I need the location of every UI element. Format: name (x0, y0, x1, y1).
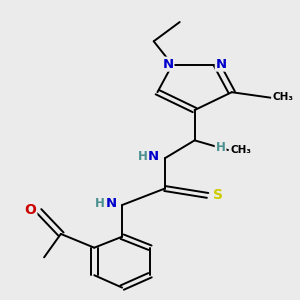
Text: N: N (162, 58, 173, 70)
Text: N: N (148, 150, 159, 164)
Text: O: O (24, 203, 36, 217)
Text: CH₃: CH₃ (231, 145, 252, 155)
Text: S: S (213, 188, 223, 202)
Text: N: N (216, 58, 227, 70)
Text: N: N (106, 197, 117, 210)
Text: H: H (138, 150, 148, 164)
Text: H: H (95, 197, 105, 210)
Text: CH₃: CH₃ (272, 92, 293, 102)
Text: H: H (216, 141, 226, 154)
